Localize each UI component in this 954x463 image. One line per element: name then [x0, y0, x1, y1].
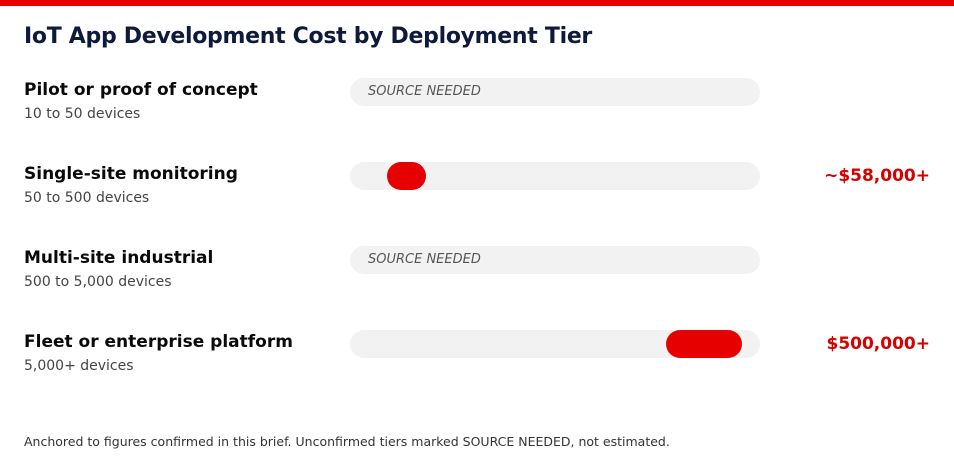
top-accent-bar [0, 0, 954, 6]
cost-track: SOURCE NEEDED [350, 246, 760, 274]
tier-row: Single-site monitoring 50 to 500 devices… [0, 162, 954, 224]
tier-row: Fleet or enterprise platform 5,000+ devi… [0, 330, 954, 392]
source-needed-note: SOURCE NEEDED [368, 252, 481, 267]
footnote: Anchored to figures confirmed in this br… [24, 434, 670, 449]
tier-row: Pilot or proof of concept 10 to 50 devic… [0, 78, 954, 140]
cost-track [350, 162, 760, 190]
tier-name: Pilot or proof of concept [24, 80, 258, 100]
source-needed-note: SOURCE NEEDED [368, 84, 481, 99]
cost-bar [387, 162, 426, 190]
tier-row: Multi-site industrial 500 to 5,000 devic… [0, 246, 954, 308]
cost-value-label: $500,000+ [826, 334, 930, 354]
tier-devices: 10 to 50 devices [24, 106, 141, 122]
tier-devices: 50 to 500 devices [24, 190, 150, 206]
cost-value-label: ~$58,000+ [824, 166, 930, 186]
cost-track: SOURCE NEEDED [350, 78, 760, 106]
chart-title: IoT App Development Cost by Deployment T… [24, 24, 592, 49]
cost-track [350, 330, 760, 358]
tier-name: Single-site monitoring [24, 164, 238, 184]
tier-name: Multi-site industrial [24, 248, 214, 268]
tier-devices: 500 to 5,000 devices [24, 274, 172, 290]
tier-devices: 5,000+ devices [24, 358, 134, 374]
tier-name: Fleet or enterprise platform [24, 332, 293, 352]
cost-bar [666, 330, 742, 358]
